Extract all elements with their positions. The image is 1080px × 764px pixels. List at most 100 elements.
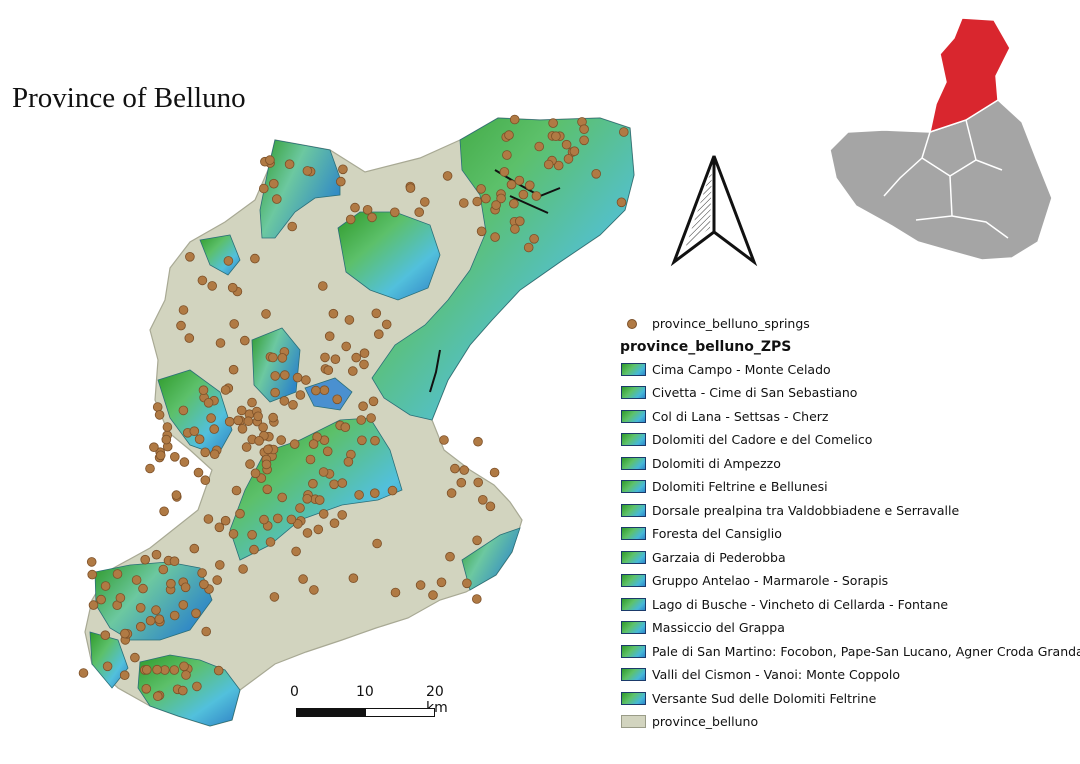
- spring-symbol: [627, 319, 637, 329]
- spring-point: [180, 582, 191, 593]
- spring-point: [320, 352, 330, 363]
- legend-zps-item-label: Valli del Cismon - Vanoi: Monte Coppolo: [652, 667, 901, 682]
- spring-point: [171, 490, 182, 500]
- scale-label-0: 0: [290, 684, 299, 700]
- spring-point: [523, 242, 534, 253]
- spring-point: [318, 467, 329, 477]
- spring-point: [209, 424, 220, 434]
- spring-point: [169, 556, 180, 566]
- spring-point: [524, 180, 535, 191]
- spring-point: [509, 114, 520, 125]
- legend-zps-item: Col di Lana - Settsas - Cherz: [620, 405, 828, 429]
- legend-zps-header: province_belluno_ZPS: [620, 336, 791, 358]
- spring-point: [489, 467, 500, 478]
- spring-point: [338, 164, 348, 175]
- spring-point: [88, 600, 99, 610]
- spring-point: [319, 385, 330, 396]
- spring-point: [120, 628, 130, 639]
- spring-point: [288, 399, 298, 410]
- zps-swatch: [621, 574, 646, 587]
- spring-point: [197, 275, 208, 286]
- spring-point: [240, 335, 250, 346]
- spring-point: [235, 508, 245, 519]
- spring-point: [145, 463, 155, 474]
- spring-point: [504, 130, 514, 140]
- legend-zps-item: Massiccio del Grappa: [620, 616, 791, 640]
- legend-zps-item-label: Col di Lana - Settsas - Cherz: [652, 408, 829, 424]
- spring-point: [302, 528, 313, 538]
- spring-point: [86, 557, 97, 567]
- scale-bar: 0 10 20 km: [290, 684, 450, 724]
- legend-zps-item-label: Versante Sud delle Dolomiti Feltrine: [652, 690, 877, 706]
- spring-point: [514, 216, 525, 227]
- spring-point: [356, 415, 367, 425]
- spring-point: [548, 118, 558, 128]
- spring-point: [135, 602, 146, 613]
- legend-springs-label: province_belluno_springs: [652, 316, 810, 331]
- zps-swatch: [621, 480, 646, 493]
- spring-point: [341, 341, 352, 352]
- zps-area: [461, 527, 521, 591]
- legend-zps-item: Dolomiti di Ampezzo: [620, 452, 791, 476]
- spring-point: [371, 308, 382, 319]
- spring-point: [510, 224, 520, 234]
- spring-point: [220, 515, 231, 526]
- zps-swatch: [621, 433, 646, 446]
- spring-point: [322, 446, 333, 457]
- locator-belluno: [928, 17, 1011, 134]
- spring-point: [199, 579, 209, 590]
- zps-swatch: [621, 362, 646, 376]
- spring-point: [462, 578, 472, 589]
- spring-point: [329, 518, 340, 528]
- spring-point: [233, 415, 244, 426]
- spring-point: [390, 587, 401, 598]
- spring-point: [253, 411, 263, 422]
- spring-point: [370, 435, 380, 446]
- spring-point: [115, 593, 126, 603]
- legend-province-label: province_belluno: [652, 714, 759, 729]
- spring-point: [308, 439, 319, 449]
- spring-point: [298, 574, 308, 584]
- spring-point: [284, 159, 295, 170]
- spring-point: [136, 621, 146, 632]
- legend-zps-item-label: Dolomiti di Ampezzo: [652, 455, 781, 471]
- spring-point: [354, 490, 364, 500]
- spring-point: [261, 459, 272, 470]
- spring-point: [194, 434, 205, 445]
- spring-point: [268, 412, 278, 423]
- spring-point: [270, 371, 281, 381]
- spring-point: [140, 554, 151, 565]
- spring-point: [295, 503, 305, 513]
- spring-point: [78, 668, 89, 678]
- spring-point: [178, 685, 188, 696]
- spring-point: [259, 514, 269, 525]
- spring-point: [151, 549, 162, 560]
- legend-zps-item: Dorsale prealpina tra Valdobbiadene e Se…: [620, 499, 959, 523]
- spring-point: [359, 359, 369, 370]
- spring-point: [207, 281, 218, 291]
- spring-point: [287, 221, 298, 232]
- spring-point: [311, 385, 321, 396]
- springs-layer: [78, 114, 629, 701]
- spring-point: [313, 524, 324, 535]
- zps-area: [251, 327, 301, 403]
- spring-point: [228, 529, 239, 539]
- spring-point: [100, 581, 111, 591]
- spring-point: [309, 585, 319, 595]
- legend-zps-item: Civetta - Cime di San Sebastiano: [620, 381, 857, 405]
- spring-point: [295, 390, 306, 400]
- legend-zps-item: Dolomiti Feltrine e Bellunesi: [620, 475, 828, 499]
- spring-point: [102, 661, 113, 672]
- spring-point: [254, 435, 264, 446]
- spring-point: [509, 198, 519, 209]
- spring-point: [579, 135, 589, 146]
- spring-point: [335, 176, 346, 187]
- spring-point: [229, 319, 240, 329]
- spring-point: [247, 529, 257, 540]
- zps-swatch: [621, 644, 646, 658]
- spring-point: [302, 166, 313, 176]
- spring-point: [343, 456, 354, 467]
- zps-swatch: [621, 550, 646, 564]
- spring-point: [330, 354, 341, 365]
- spring-point: [249, 544, 259, 555]
